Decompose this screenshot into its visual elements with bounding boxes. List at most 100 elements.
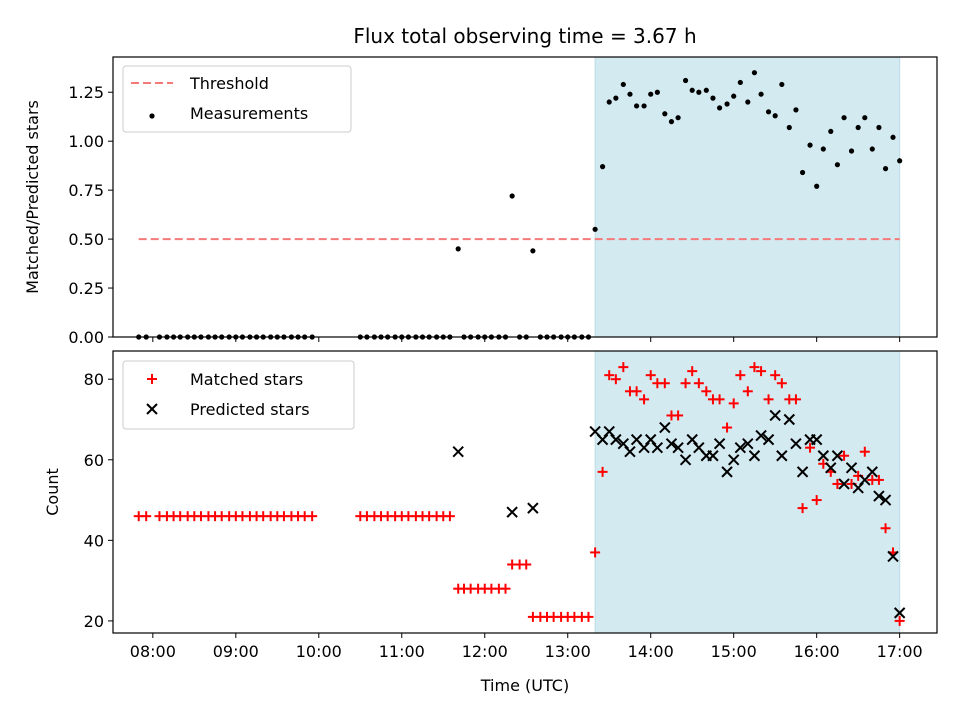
predicted-star-point — [679, 454, 692, 466]
matched-star-point — [141, 511, 152, 522]
measurement-point — [745, 99, 751, 105]
matched-star-point — [894, 615, 905, 626]
top-legend: Threshold Measurements — [122, 65, 352, 133]
matched-star-point — [639, 394, 650, 405]
x-tick-label: 17:00 — [877, 642, 923, 661]
y-tick-label: 1.25 — [68, 83, 104, 102]
matched-star-point — [610, 374, 621, 385]
predicted-star-point — [742, 437, 754, 450]
legend-matched-label: Matched stars — [190, 370, 303, 389]
predicted-stars-points — [452, 409, 906, 619]
predicted-star-point — [831, 450, 844, 462]
predicted-star-point — [879, 494, 892, 506]
legend-threshold-label: Threshold — [189, 74, 269, 93]
measurement-point — [599, 164, 606, 170]
bottom-plot-frame — [112, 350, 938, 634]
top-legend-box — [122, 65, 352, 133]
predicted-star-point — [893, 607, 906, 619]
measurement-point — [662, 111, 668, 117]
measurement-point — [869, 146, 875, 152]
legend-measurements-swatch — [149, 113, 155, 119]
measurement-point — [779, 81, 785, 88]
measurement-point — [689, 87, 695, 93]
measurement-point — [828, 128, 834, 135]
x-axis-label: Time (UTC) — [480, 676, 569, 695]
matched-star-point — [307, 511, 318, 522]
measurement-point — [716, 105, 723, 111]
matched-star-point — [880, 523, 891, 534]
measurement-point — [876, 124, 882, 131]
matched-star-point — [790, 394, 801, 405]
y-tick-label: 40 — [84, 531, 104, 550]
predicted-star-point — [527, 502, 539, 514]
top-y-axis-label: Matched/Predicted stars — [23, 100, 42, 294]
measurement-point — [765, 109, 772, 115]
predicted-star-point — [845, 462, 858, 474]
measurement-points — [136, 70, 903, 340]
measurement-point — [897, 158, 903, 164]
legend-matched-swatch — [147, 374, 157, 384]
measurement-point — [890, 134, 896, 140]
predicted-star-point — [452, 446, 464, 458]
predicted-star-point — [638, 441, 650, 454]
bottom-legend-box — [122, 360, 355, 430]
matched-star-point — [673, 410, 684, 421]
y-tick-label: 60 — [84, 451, 104, 470]
measurement-point — [751, 70, 758, 76]
measurement-point — [799, 169, 806, 176]
measurement-point — [820, 146, 826, 152]
y-tick-label: 0.75 — [68, 181, 104, 200]
matched-star-point — [693, 378, 704, 389]
predicted-star-point — [769, 409, 781, 422]
predicted-star-point — [659, 421, 671, 434]
top-shaded-region — [594, 56, 901, 338]
measurement-point — [724, 101, 730, 107]
measurement-point — [641, 103, 647, 109]
predicted-star-point — [817, 450, 830, 462]
matched-star-point — [444, 511, 455, 522]
measurement-point — [606, 99, 612, 105]
y-tick-label: 1.00 — [68, 132, 104, 151]
predicted-star-point — [734, 441, 747, 454]
matched-star-point — [763, 394, 774, 405]
measurement-point — [530, 248, 536, 254]
top-y-ticks: 0.00 0.25 0.50 0.75 1.00 1.25 — [68, 83, 113, 347]
measurement-point — [620, 81, 626, 88]
predicted-star-point — [838, 478, 850, 490]
x-tick-label: 09:00 — [213, 642, 259, 661]
matched-star-point — [521, 559, 532, 570]
measurement-point — [634, 103, 640, 109]
predicted-star-point — [603, 425, 615, 438]
matched-star-point — [839, 450, 850, 461]
bottom-panel: 20 40 60 80 08:00 09:00 10:00 11:00 12:00 13:00 1… — [43, 350, 938, 695]
bottom-y-axis-label: Count — [43, 468, 62, 516]
y-tick-label: 20 — [84, 612, 104, 631]
predicted-star-point — [506, 506, 518, 518]
matched-star-point — [859, 446, 870, 457]
x-tick-label: 13:00 — [545, 642, 591, 661]
y-tick-label: 80 — [84, 370, 104, 389]
matched-star-point — [742, 386, 753, 397]
x-tick-label: 12:00 — [462, 642, 508, 661]
matched-star-point — [805, 442, 816, 453]
top-panel: 0.00 0.25 0.50 0.75 1.00 1.25 Matched/Predict… — [23, 56, 938, 347]
measurement-point — [855, 124, 861, 131]
measurement-point — [509, 193, 515, 199]
legend-measurements-label: Measurements — [190, 104, 308, 123]
x-tick-label: 11:00 — [379, 642, 425, 661]
matched-star-point — [618, 362, 629, 373]
legend-matched-marker — [147, 374, 157, 384]
predicted-star-point — [596, 433, 609, 446]
matched-star-point — [770, 370, 781, 381]
chart-title: Flux total observing time = 3.67 h — [353, 24, 696, 48]
predicted-star-point — [617, 437, 630, 450]
predicted-star-point — [866, 466, 878, 478]
bottom-shaded-region — [594, 350, 901, 634]
predicted-star-point — [796, 466, 809, 478]
matched-star-point — [756, 366, 767, 377]
matched-star-point — [811, 495, 822, 506]
predicted-star-point — [852, 482, 864, 494]
bottom-y-ticks: 20 40 60 80 — [84, 370, 113, 631]
matched-star-point — [728, 398, 739, 409]
